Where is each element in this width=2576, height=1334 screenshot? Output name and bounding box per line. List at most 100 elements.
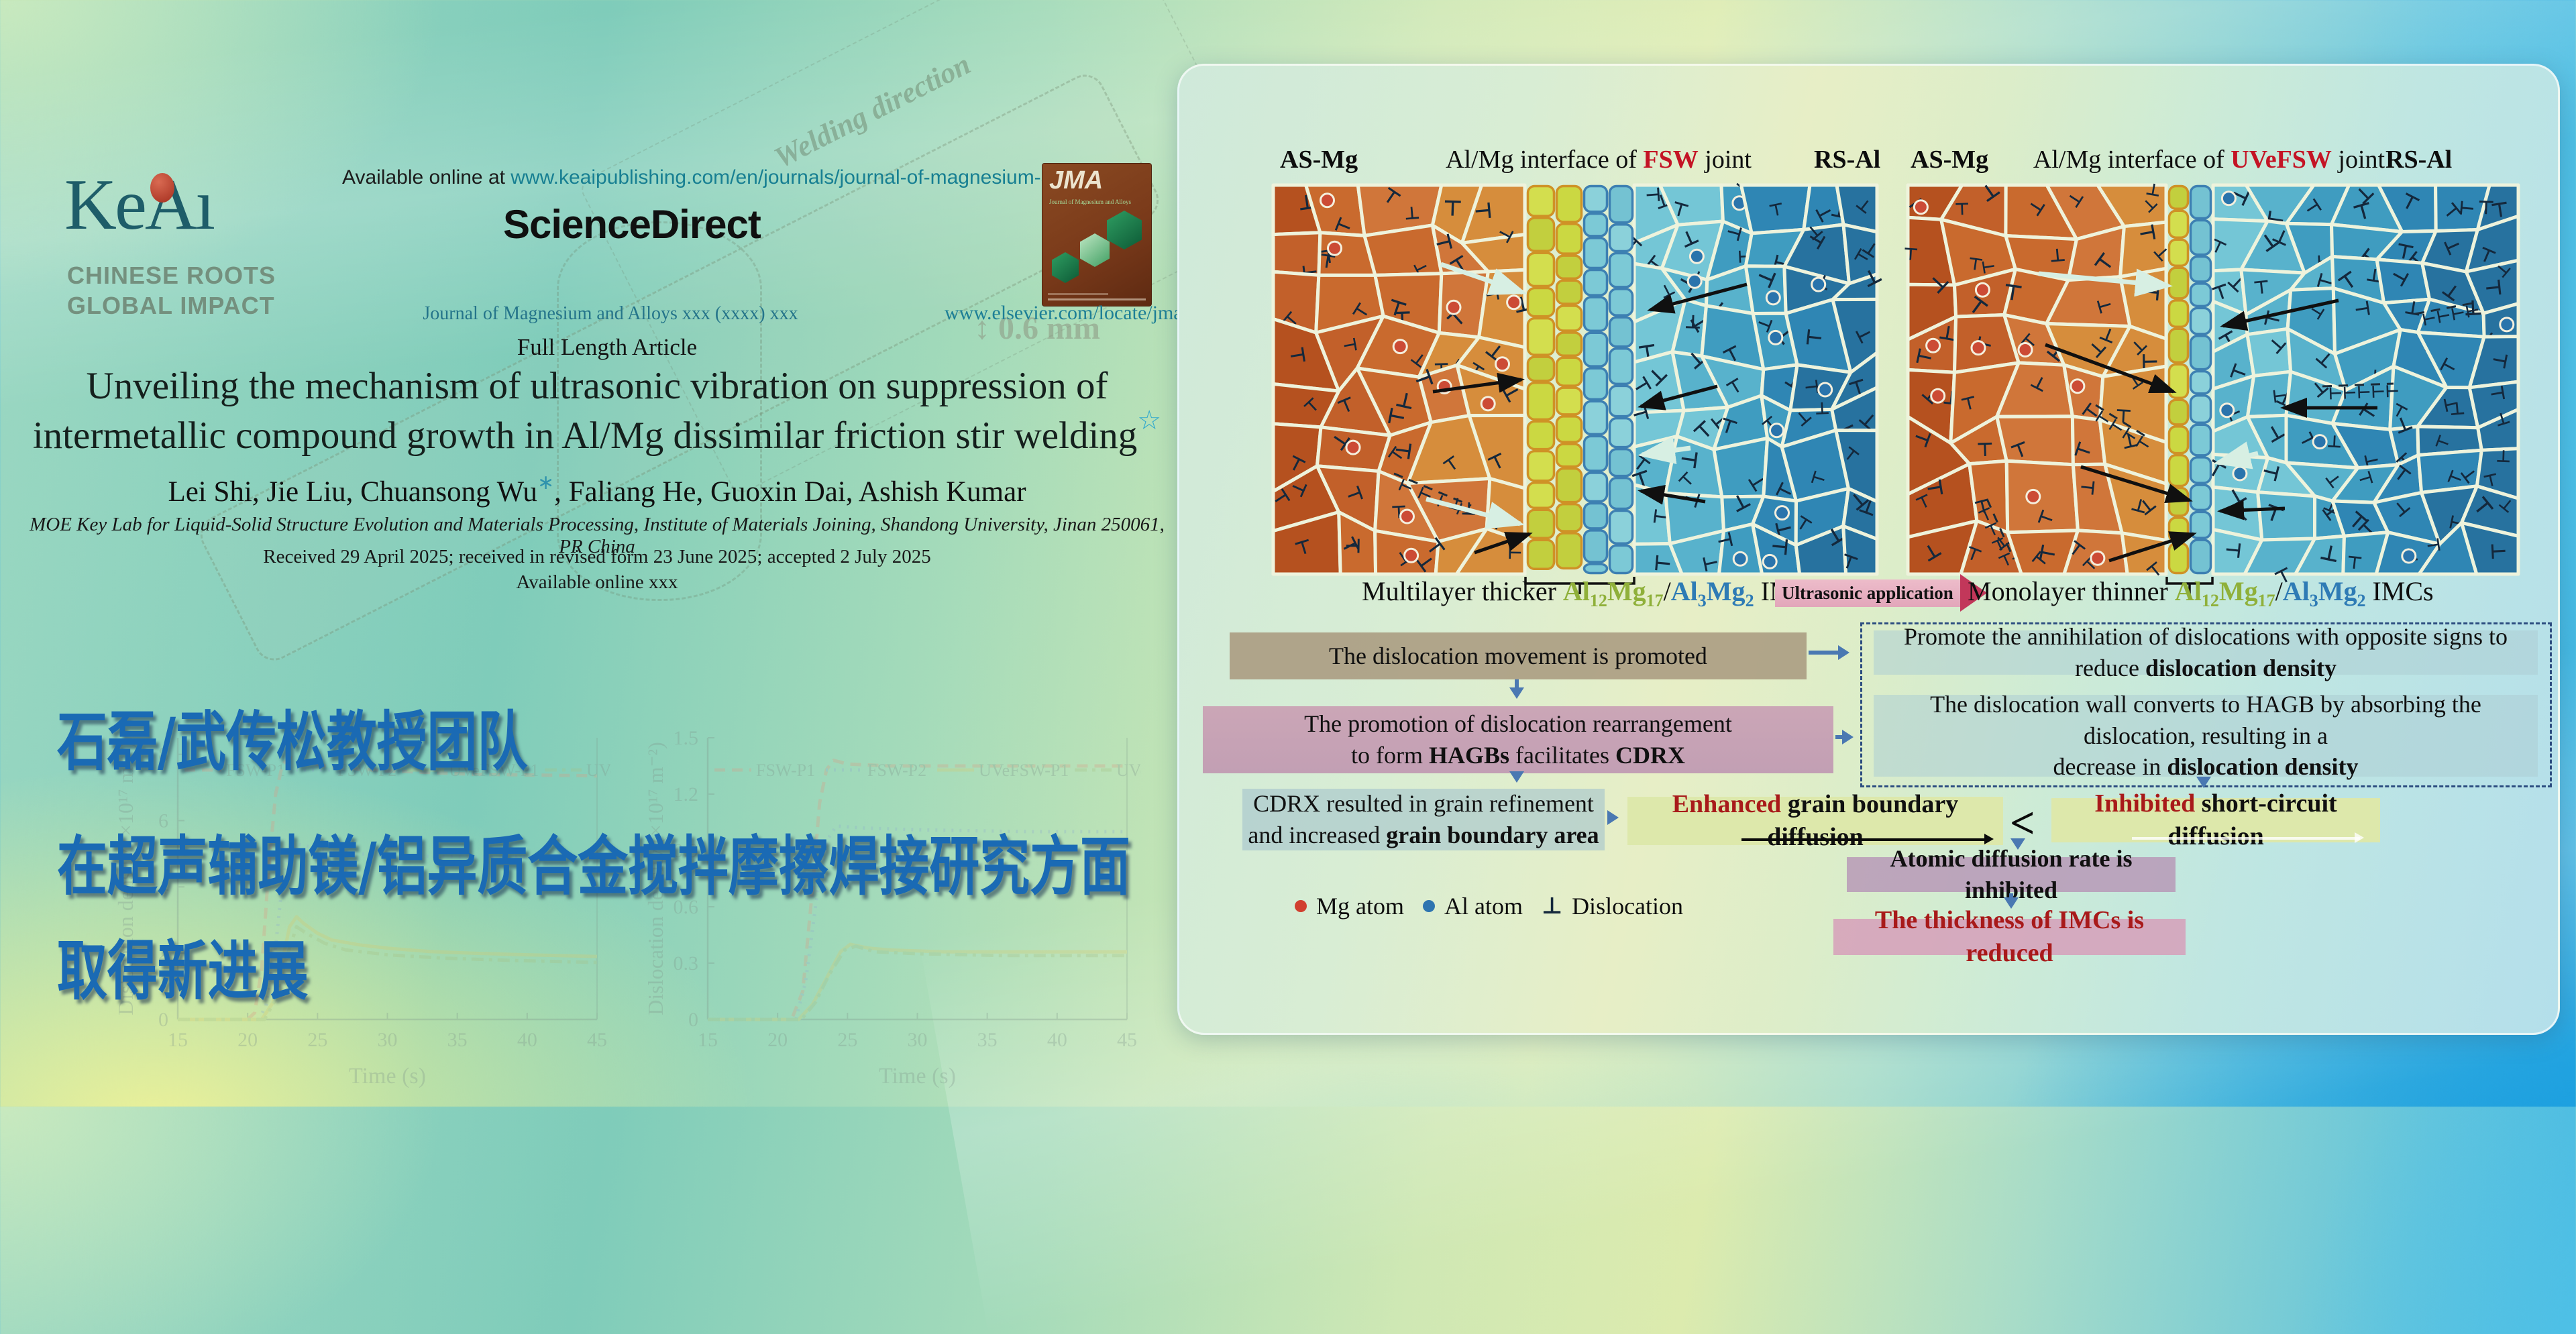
svg-text:⊥: ⊥ — [2423, 536, 2445, 554]
svg-text:⊥: ⊥ — [1285, 345, 1311, 366]
flow-box-imc-thickness: The thickness of IMCs is reduced — [1833, 906, 2186, 967]
svg-text:UVeFSW-P1: UVeFSW-P1 — [979, 761, 1069, 780]
svg-text:⊥: ⊥ — [1814, 398, 1830, 419]
fsw-microstructure-diagram: ⊥⊥⊥⊥ ⊥ ⊥⊥⊥⊥⊥⊥⊥⊥⊥ ⊥ ⊥⊥ ⊥⊥ ⊥⊥ ⊥⊥ ⊥⊥⊥ ⊥ ⊥⊥⊥⊥⊥⊥ ⊥⊥⊥ ⊥⊥⊥ ⊥… — [1267, 176, 1886, 594]
flow-arrow-down-2 — [1509, 771, 1524, 783]
svg-text:UVeFSW-P2: UVeFSW-P2 — [1116, 761, 1140, 780]
svg-text:⊥: ⊥ — [2496, 447, 2512, 467]
elsevier-link[interactable]: www.elsevier.com/locate/jma — [945, 302, 1183, 324]
dislocation-density-chart-2: 15 20 25 30 35 40 45 0 0.3 0.6 0.9 1.2 1.5 Time (s) Di… — [644, 727, 1140, 1089]
keai-tagline: CHINESE ROOTS GLOBAL IMPACT — [67, 262, 276, 319]
svg-text:⊥: ⊥ — [2486, 542, 2510, 561]
svg-text:⊥: ⊥ — [1505, 545, 1524, 560]
svg-text:0: 0 — [158, 1009, 168, 1031]
svg-text:⊥: ⊥ — [1966, 253, 1984, 274]
keai-journal-link[interactable]: www.keaipublishing.com/en/journals/journ… — [511, 166, 1138, 188]
svg-text:⊥: ⊥ — [2481, 277, 2507, 298]
svg-text:⊥: ⊥ — [1902, 243, 1919, 264]
journal-citation-line: Journal of Magnesium and Alloys xxx (xxx… — [423, 303, 798, 324]
svg-text:⊥: ⊥ — [2487, 350, 2512, 371]
svg-text:Dislocation density (×10¹⁷ m⁻²: Dislocation density (×10¹⁷ m⁻²) — [644, 742, 667, 1015]
fsw-interface-label: Al/Mg interface of FSW joint — [1446, 146, 1752, 174]
svg-text:45: 45 — [1117, 1029, 1137, 1051]
svg-text:35: 35 — [977, 1029, 998, 1051]
svg-text:⊥: ⊥ — [2252, 275, 2271, 297]
svg-text:⊥: ⊥ — [2455, 199, 2477, 217]
uvefsw-as-mg-label: AS-Mg — [1911, 146, 1989, 174]
mg-atom-icon — [1295, 900, 1307, 912]
banner-line1: 石磊/武传松教授团队 — [57, 704, 528, 779]
welding-direction-watermark: Welding direction — [769, 47, 976, 175]
svg-text:⊥: ⊥ — [2135, 221, 2161, 243]
flow-box-enhanced-diffusion: Enhanced grain boundary diffusion — [1627, 790, 2003, 851]
svg-text:45: 45 — [587, 1029, 607, 1051]
flow-arrow-right-1 — [1809, 645, 1849, 660]
svg-text:⊥: ⊥ — [1978, 258, 1998, 276]
svg-text:40: 40 — [517, 1029, 537, 1051]
ultrasonic-application-arrow: Ultrasonic application — [1775, 574, 1987, 612]
svg-text:FSW-P2: FSW-P2 — [337, 761, 396, 780]
svg-text:UVeFSW-P1: UVeFSW-P1 — [449, 761, 539, 780]
svg-text:⊥: ⊥ — [1403, 203, 1421, 225]
svg-text:⊥: ⊥ — [2487, 384, 2510, 404]
title-star-icon: ☆ — [1137, 404, 1162, 435]
svg-text:15: 15 — [698, 1029, 718, 1051]
flow-box-cdrx-refinement: CDRX resulted in grain refinement and in… — [1242, 789, 1605, 850]
svg-text:⊥: ⊥ — [1650, 553, 1674, 573]
cover-hexagon-icon — [1107, 211, 1142, 249]
svg-text:⊥: ⊥ — [1470, 200, 1496, 221]
svg-text:⊥: ⊥ — [2432, 307, 2454, 325]
svg-text:Time (s): Time (s) — [349, 1064, 426, 1089]
keai-logo: KeAı — [64, 165, 215, 245]
cover-footer-line2 — [1048, 293, 1108, 295]
svg-text:⊥: ⊥ — [1383, 405, 1410, 429]
svg-text:⊥: ⊥ — [1339, 336, 1361, 355]
svg-text:⊥: ⊥ — [2403, 296, 2424, 321]
cover-hexagon-icon — [1080, 233, 1110, 267]
svg-text:⊥: ⊥ — [1768, 536, 1793, 557]
fsw-process-label: FSW — [1643, 146, 1699, 174]
dislocation-icon: ⊥ — [1541, 893, 1563, 920]
paper-title-line2: intermetallic compound growth in Al/Mg d… — [32, 404, 1162, 457]
dislocation-density-chart-1: 15 20 25 30 35 40 45 0 2 4 6 8 Time (s) Dislocation d… — [114, 738, 610, 1089]
multilayer-imcs-caption: Multilayer thicker Al12Mg17/Al3Mg2 IMCs — [1362, 576, 1822, 610]
svg-text:⊥: ⊥ — [2221, 540, 2246, 560]
journal-cover-caption: Journal of Magnesium and Alloys — [1049, 199, 1131, 205]
svg-text:⊥: ⊥ — [2447, 304, 2469, 323]
svg-text:⊥: ⊥ — [1684, 311, 1702, 333]
keai-logo-dot-icon — [150, 173, 174, 203]
svg-text:⊥: ⊥ — [1976, 438, 1994, 461]
svg-text:25: 25 — [307, 1029, 327, 1051]
corresponding-author-asterisk: ∗ — [537, 471, 555, 494]
svg-text:20: 20 — [237, 1029, 258, 1051]
svg-text:⊥: ⊥ — [1954, 199, 1970, 219]
flow-arrow-down-1 — [1509, 679, 1524, 699]
svg-text:⊥: ⊥ — [2382, 384, 2402, 399]
svg-text:8: 8 — [158, 744, 168, 766]
svg-text:Dislocation density (×10¹⁷ m⁻²: Dislocation density (×10¹⁷ m⁻²) — [114, 742, 138, 1015]
uvefsw-microstructure-diagram: ⊥⊥ ⊥ ⊥ ⊥⊥⊥⊥⊥ ⊥ ⊥⊥⊥⊥⊥ ⊥ ⊥⊥⊥⊥ ⊥ ⊥⊥ ⊥⊥⊥⊥⊥⊥⊥⊥⊥ ⊥ ⊥ ⊥ ⊥⊥⊥ ⊥ ⊥… — [1902, 176, 2520, 594]
svg-text:4: 4 — [158, 876, 168, 898]
svg-text:⊥: ⊥ — [2489, 196, 2511, 222]
flow-arrow-right-2 — [1835, 730, 1854, 744]
svg-text:30: 30 — [908, 1029, 928, 1051]
svg-text:⊥: ⊥ — [2077, 478, 2099, 497]
flow-arrow-down-4 — [2004, 893, 2019, 909]
svg-text:⊥: ⊥ — [2418, 310, 2440, 328]
svg-text:⊥: ⊥ — [2449, 398, 2466, 420]
affiliation-line: MOE Key Lab for Liquid-Solid Structure E… — [30, 514, 1165, 557]
cover-hexagon-icon — [1052, 252, 1079, 283]
svg-text:1.2: 1.2 — [674, 783, 699, 805]
svg-text:FSW-P1: FSW-P1 — [756, 761, 815, 780]
svg-text:⊥: ⊥ — [2477, 196, 2496, 219]
svg-text:30: 30 — [378, 1029, 398, 1051]
journal-cover-thumbnail: JMA Journal of Magnesium and Alloys — [1042, 163, 1152, 307]
flow-box-annihilation: Promote the annihilation of dislocations… — [1874, 623, 2538, 681]
flow-box-dislocation-movement: The dislocation movement is promoted — [1230, 632, 1807, 679]
svg-text:⊥: ⊥ — [2144, 179, 2163, 201]
svg-text:⊥: ⊥ — [1801, 327, 1827, 348]
svg-text:⊥: ⊥ — [2340, 385, 2359, 400]
paper-title-line1: Unveiling the mechanism of ultrasonic vi… — [86, 365, 1108, 407]
svg-text:⊥: ⊥ — [1442, 195, 1463, 221]
svg-text:0.3: 0.3 — [674, 952, 699, 975]
